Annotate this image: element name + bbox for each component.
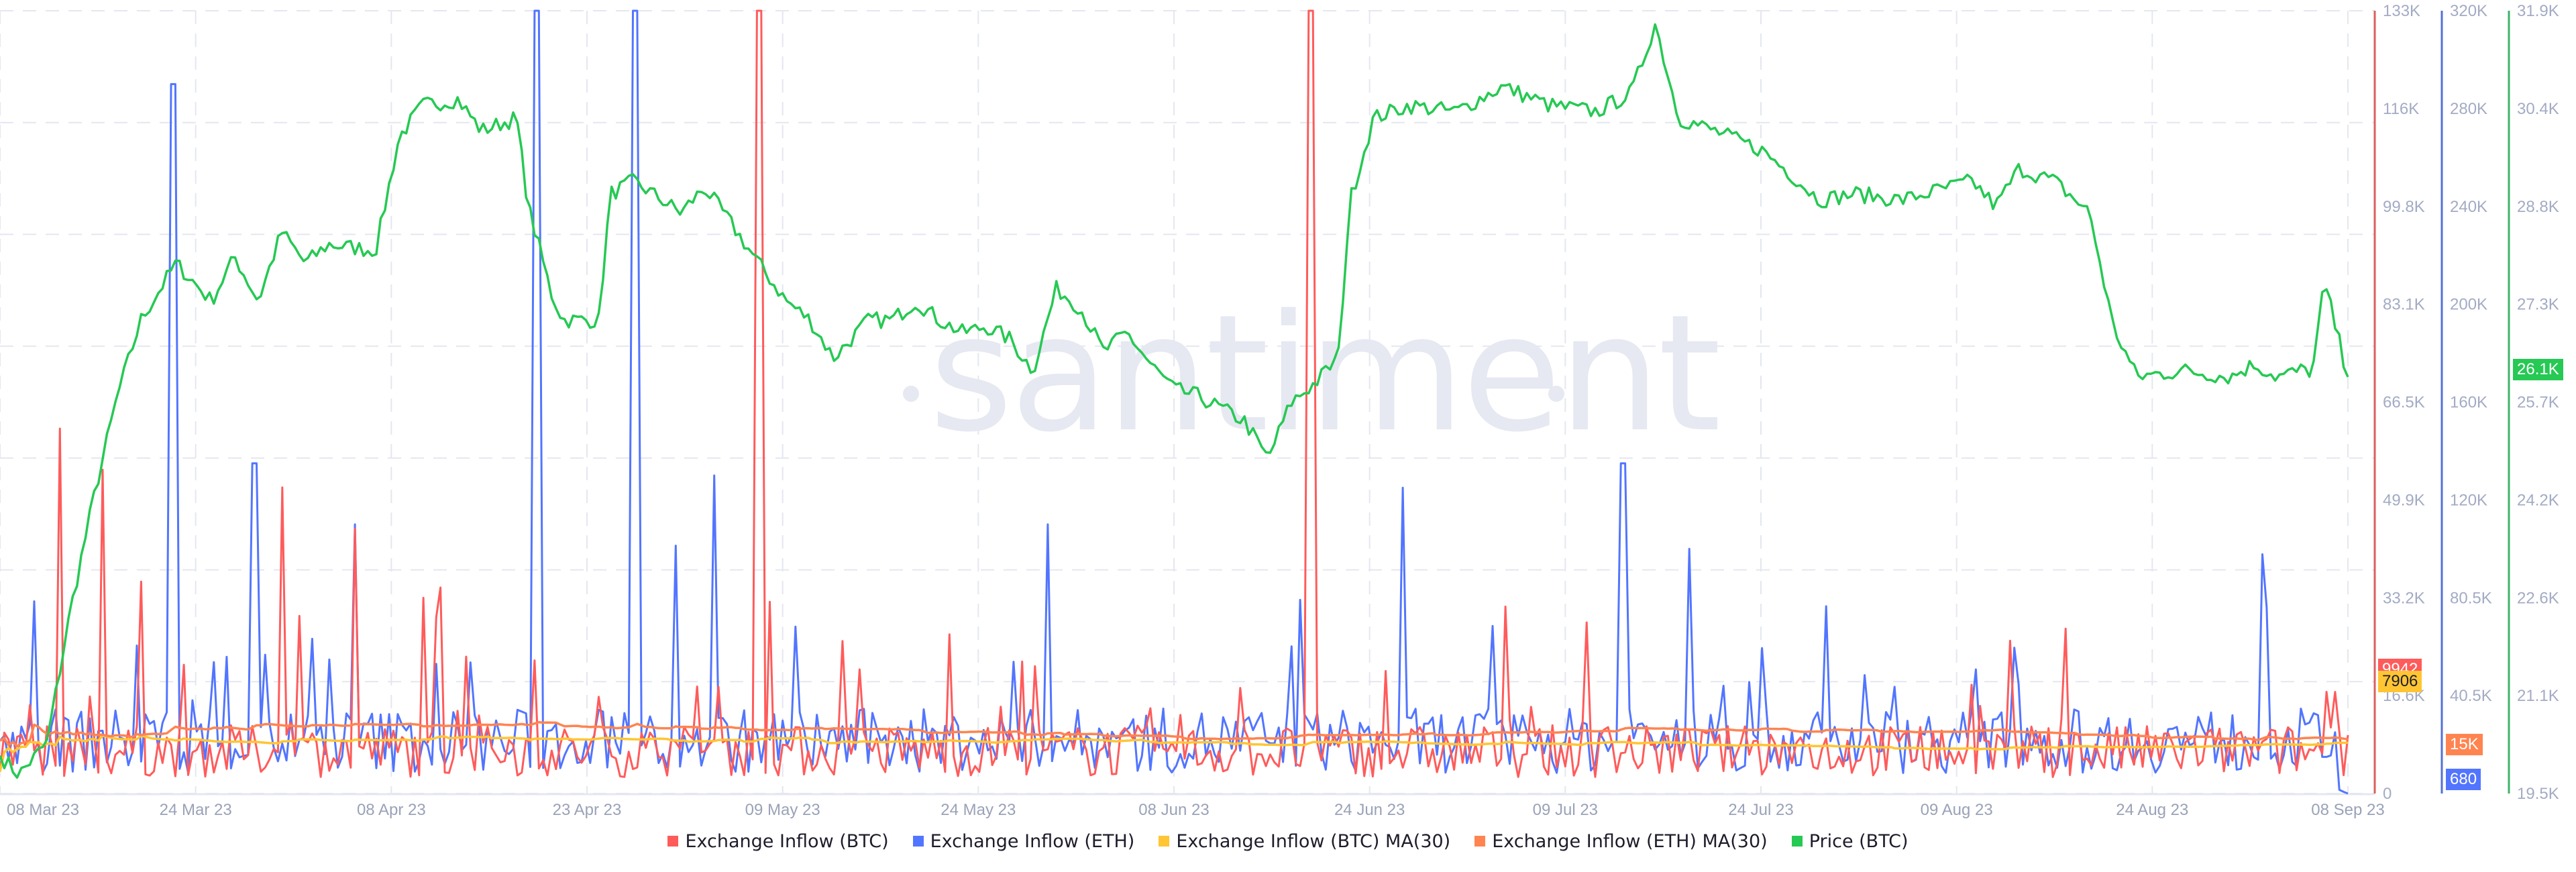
y-tick-label: 22.6K xyxy=(2517,589,2559,607)
btc-ma30-line xyxy=(0,734,2349,772)
btc-ma-value-badge: 7906 xyxy=(2378,671,2422,692)
eth-ma30-line xyxy=(0,720,2349,748)
x-tick-label: 09 Aug 23 xyxy=(1921,801,1993,819)
y-tick-label: 30.4K xyxy=(2517,100,2559,118)
y-tick-label: 320K xyxy=(2450,2,2487,20)
y-tick-label: 133K xyxy=(2383,2,2420,20)
x-tick-label: 24 Mar 23 xyxy=(160,801,232,819)
legend-item-price[interactable]: Price (BTC) xyxy=(1791,830,1909,852)
legend-swatch-icon xyxy=(1159,836,1170,847)
legend-swatch-icon xyxy=(667,836,679,847)
y-axis-2: 320K 280K 240K 200K 160K 120K 80.5K 40.5K xyxy=(2440,2,2492,794)
y-tick-label: 200K xyxy=(2450,296,2487,314)
y-tick-label: 21.1K xyxy=(2517,687,2559,705)
x-tick-label: 24 Jul 23 xyxy=(1728,801,1793,819)
y-tick-label: 280K xyxy=(2450,100,2487,118)
x-tick-label: 24 May 23 xyxy=(941,801,1016,819)
x-tick-label: 08 Mar 23 xyxy=(7,801,79,819)
eth-inflow-value-badge: 680 xyxy=(2446,769,2481,790)
eth-ma-value-badge: 15K xyxy=(2446,734,2483,755)
y-tick-label: 27.3K xyxy=(2517,296,2559,314)
y-tick-label: 28.8K xyxy=(2517,198,2559,216)
legend-item-btc-inflow[interactable]: Exchange Inflow (BTC) xyxy=(667,830,889,852)
y-axis-3: 31.9K 30.4K 28.8K 27.3K 25.7K 24.2K 22.6K 21.1K… xyxy=(2508,2,2559,803)
y-tick-label: 31.9K xyxy=(2517,2,2559,20)
y-tick-label: 25.7K xyxy=(2517,394,2559,412)
y-tick-label: 80.5K xyxy=(2450,589,2492,607)
x-tick-label: 08 Apr 23 xyxy=(357,801,426,819)
legend-label: Exchange Inflow (BTC) MA(30) xyxy=(1176,830,1451,852)
y-tick-label: 116K xyxy=(2383,100,2419,118)
legend-item-btc-ma[interactable]: Exchange Inflow (BTC) MA(30) xyxy=(1159,831,1450,852)
y-tick-label: 99.8K xyxy=(2383,198,2425,216)
y-tick-label: 240K xyxy=(2450,198,2487,216)
y-tick-label: 160K xyxy=(2450,394,2487,412)
price-line xyxy=(0,23,2349,779)
x-tick-label: 24 Jun 23 xyxy=(1334,801,1405,819)
chart-legend: Exchange Inflow (BTC) Exchange Inflow (E… xyxy=(0,828,2576,855)
legend-label: Price (BTC) xyxy=(1809,830,1909,852)
legend-swatch-icon xyxy=(1474,836,1486,847)
y-tick-label: 40.5K xyxy=(2450,687,2492,705)
y-tick-label: 66.5K xyxy=(2383,394,2425,412)
y-tick-label: 33.2K xyxy=(2383,589,2425,607)
x-tick-label: 09 May 23 xyxy=(745,801,820,819)
grid xyxy=(0,10,2375,796)
x-tick-label: 08 Jun 23 xyxy=(1138,801,1209,819)
x-tick-label: 23 Apr 23 xyxy=(553,801,622,819)
y-tick-label: 0 xyxy=(2383,785,2392,803)
x-tick-label: 24 Aug 23 xyxy=(2116,801,2188,819)
x-tick-label: 09 Jul 23 xyxy=(1533,801,1598,819)
y-tick-label: 120K xyxy=(2450,491,2487,509)
x-axis: 08 Mar 23 24 Mar 23 08 Apr 23 23 Apr 23 09 M… xyxy=(7,801,2385,819)
watermark: santiment xyxy=(903,280,1721,468)
legend-label: Exchange Inflow (ETH) MA(30) xyxy=(1492,830,1768,852)
legend-swatch-icon xyxy=(912,836,924,847)
y-tick-label: 24.2K xyxy=(2517,491,2559,509)
y-tick-label: 19.5K xyxy=(2517,785,2559,803)
legend-item-eth-ma[interactable]: Exchange Inflow (ETH) MA(30) xyxy=(1474,830,1768,852)
legend-item-eth-inflow[interactable]: Exchange Inflow (ETH) xyxy=(912,830,1135,852)
legend-label: Exchange Inflow (BTC) xyxy=(685,830,889,852)
legend-swatch-icon xyxy=(1791,836,1803,847)
price-value-badge: 26.1K xyxy=(2513,359,2563,380)
x-tick-label: 08 Sep 23 xyxy=(2311,801,2384,819)
y-tick-label: 49.9K xyxy=(2383,491,2425,509)
svg-text:santiment: santiment xyxy=(929,280,1719,468)
legend-label: Exchange Inflow (ETH) xyxy=(930,830,1135,852)
y-tick-label: 83.1K xyxy=(2383,296,2425,314)
